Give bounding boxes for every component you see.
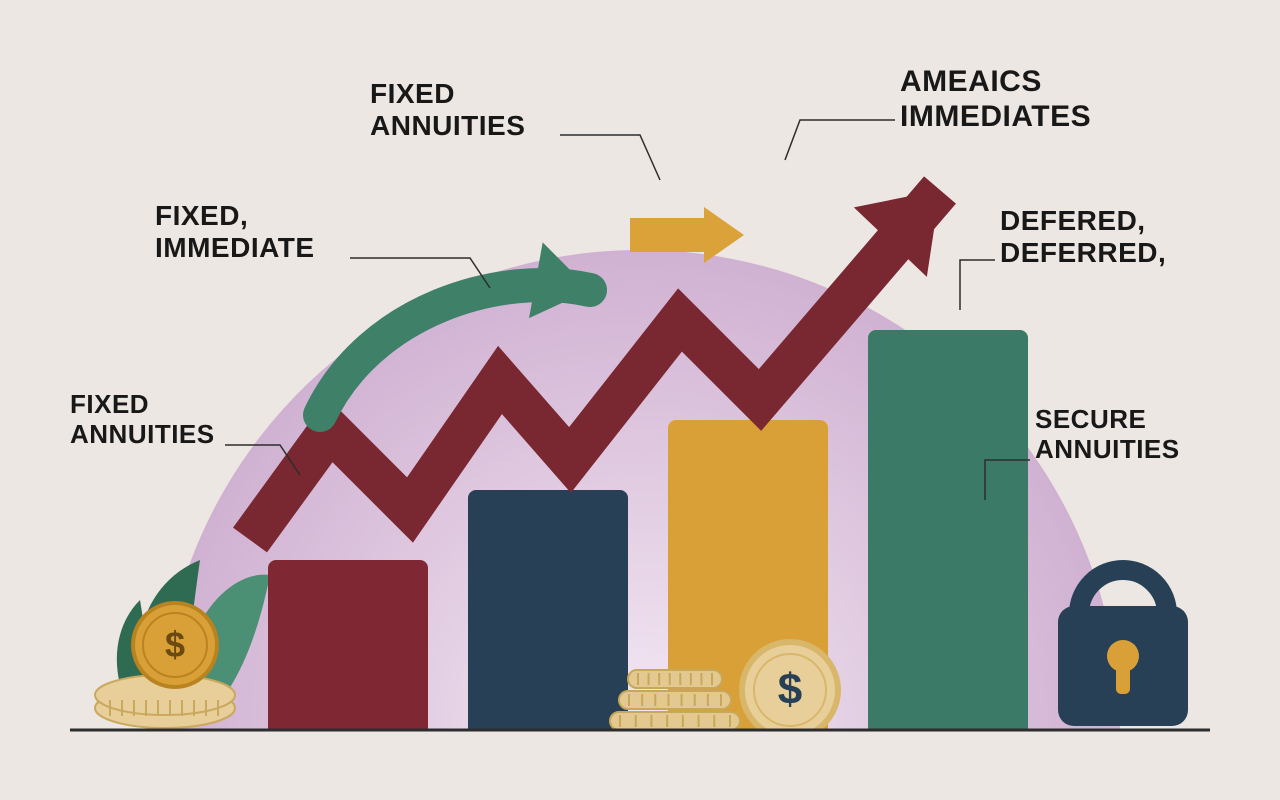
label-fixed-annuities-1: FIXED ANNUITIES [70,390,215,450]
label-line: IMMEDIATES [900,100,1091,135]
infographic-stage: $ $ FIXED ANNUITIES FIXED, IMMEDIATE FIXE… [0,0,1280,800]
bar-4 [868,330,1028,740]
label-secure-annuities: SECURE ANNUITIES [1035,405,1180,465]
label-defered-deferred: DEFERED, DEFERRED, [1000,205,1166,269]
bar-2 [468,490,628,740]
label-line: ANNUITIES [370,110,525,142]
label-fixed-immediate: FIXED, IMMEDIATE [155,200,315,264]
label-line: ANNUITIES [70,420,215,450]
label-line: AMEAICS [900,65,1091,100]
label-line: FIXED [370,78,525,110]
label-ameaics-immediates: AMEAICS IMMEDIATES [900,65,1091,134]
label-line: DEFERED, [1000,205,1166,237]
label-line: DEFERRED, [1000,237,1166,269]
label-line: IMMEDIATE [155,232,315,264]
label-fixed-annuities-2: FIXED ANNUITIES [370,78,525,142]
label-line: FIXED [70,390,215,420]
label-line: FIXED, [155,200,315,232]
baseline-mask [0,730,1280,800]
label-line: SECURE [1035,405,1180,435]
svg-text:$: $ [778,665,802,714]
dollar-coin-icon: $ [742,642,838,738]
svg-text:$: $ [165,624,185,665]
label-line: ANNUITIES [1035,435,1180,465]
bar-1 [268,560,428,740]
coin-stack-icon [610,670,740,730]
